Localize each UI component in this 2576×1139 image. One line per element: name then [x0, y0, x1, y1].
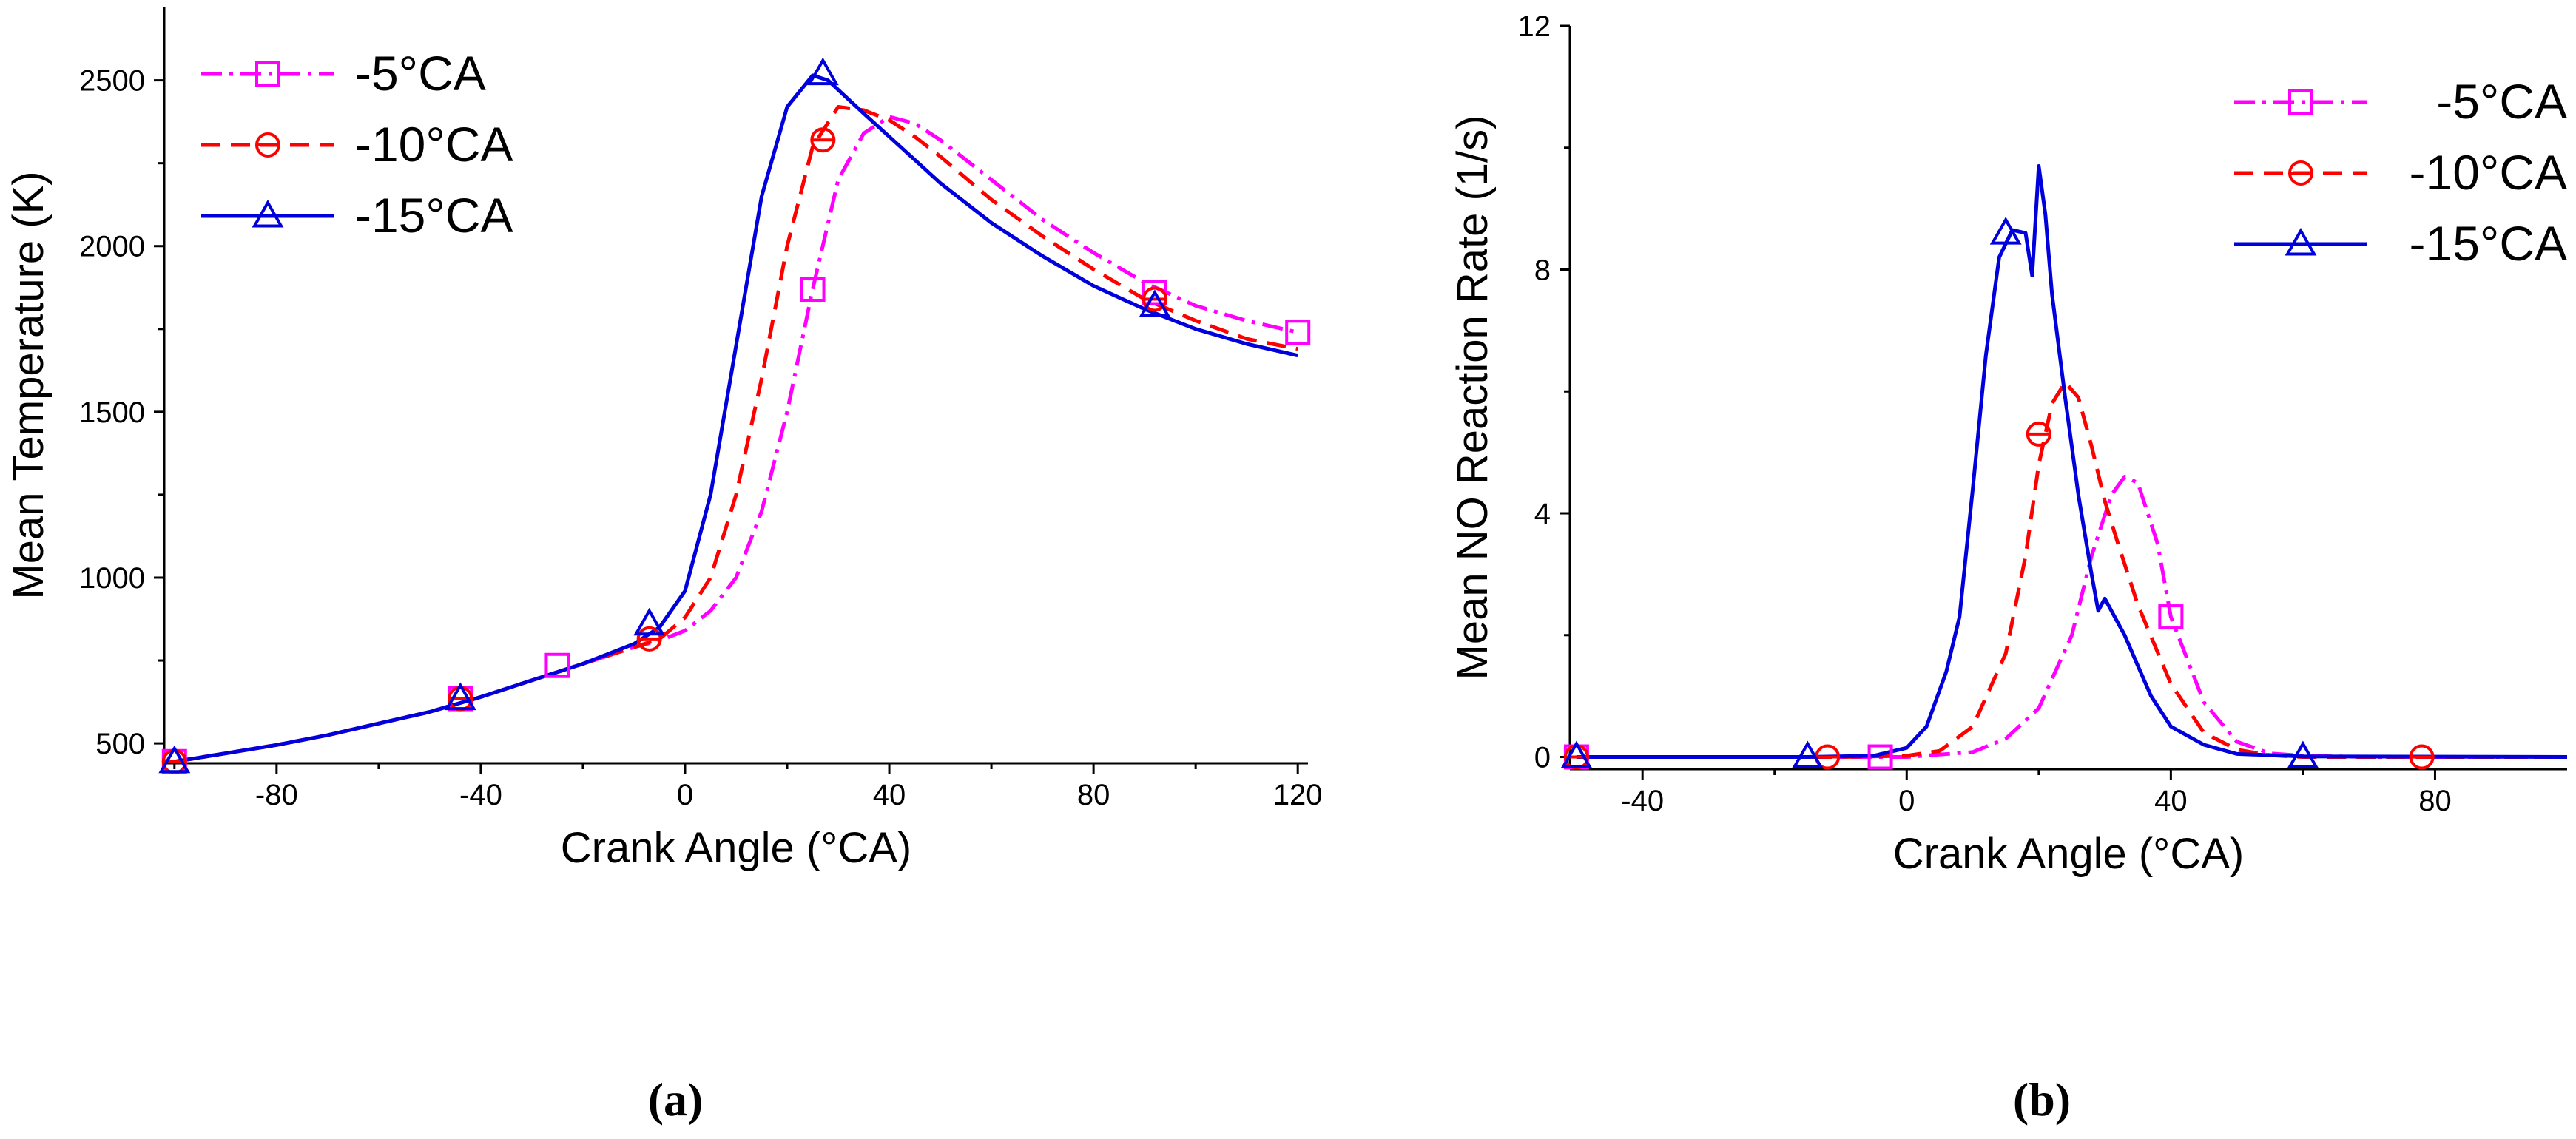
c0-series-2-marker-3: [806, 57, 839, 86]
c0-legend: -5°CA -10°CA -15°CA: [201, 46, 513, 243]
c0-x-axis-title: Crank Angle (°CA): [561, 824, 911, 872]
c0-xtick-label-2: 0: [677, 779, 693, 811]
c0-legend-marker-2: [252, 199, 284, 228]
c0-ytick-label-2: 1500: [79, 396, 145, 429]
c1-series-0-marker-2: [2158, 604, 2184, 630]
c0-series-0-marker-5: [1285, 320, 1311, 345]
c0-series-1-marker-2: [636, 626, 662, 652]
panel-label-a: (a): [647, 1073, 704, 1126]
c0-xtick-label-0: -80: [255, 779, 298, 811]
c0-legend-label-0: -5°CA: [355, 46, 486, 101]
c0-series-line-2: [174, 73, 1298, 763]
c0-plot-area: [174, 73, 1298, 763]
c1-legend: -5°CA -10°CA -15°CA: [2234, 74, 2567, 271]
c0-legend-marker-1: [255, 132, 280, 158]
c0-legend-label-2: -15°CA: [355, 188, 513, 243]
c0-xtick-label-4: 80: [1077, 779, 1110, 811]
c1-ytick-label-1: 4: [1534, 498, 1551, 530]
c1-series-line-0: [1576, 475, 2567, 759]
c1-legend-marker-2: [2285, 227, 2317, 256]
c1-legend-label-0: -5°CA: [2436, 74, 2567, 129]
c1-series-2-marker-3: [2287, 740, 2319, 769]
c1-legend-label-1: -10°CA: [2410, 145, 2567, 200]
c0-legend-label-1: -10°CA: [355, 117, 513, 172]
c1-xtick-label-3: 80: [2418, 785, 2452, 817]
c0-y-axis-title: Mean Temperature (K): [4, 171, 53, 599]
c1-xtick-label-1: 0: [1898, 785, 1915, 817]
c1-series-2-marker-2: [1989, 217, 2022, 245]
c1-xtick-label-2: 40: [2154, 785, 2188, 817]
c0-xtick-label-3: 40: [873, 779, 906, 811]
c1-series-2-marker-1: [1791, 740, 1824, 769]
c1-series-line-1: [1576, 380, 2567, 759]
c0-ytick-label-3: 2000: [79, 231, 145, 263]
c1-ytick-label-3: 12: [1518, 10, 1551, 43]
c1-legend-label-2: -15°CA: [2410, 216, 2567, 271]
c0-series-2-marker-2: [633, 607, 666, 636]
c1-series-line-2: [1576, 164, 2567, 759]
c1-legend-marker-0: [2288, 89, 2313, 115]
c0-xtick-label-1: -40: [459, 779, 502, 811]
c1-series-1-marker-3: [2409, 744, 2435, 770]
c0-series-1-marker-3: [810, 127, 836, 153]
chart-b-no-reaction-rate: -40 0 40 80 0 4 8 12 Crank Angle (°CA) Mean NO Re…: [1449, 10, 2567, 878]
c1-series-0-marker-1: [1867, 744, 1893, 770]
c0-series-line-0: [174, 115, 1298, 763]
c0-series-0-marker-4: [1142, 280, 1167, 305]
c0-series-1-marker-4: [1142, 286, 1167, 312]
c1-series-2-marker-0: [1560, 740, 1593, 769]
c1-xtick-label-0: -40: [1621, 785, 1664, 817]
c0-ytick-label-0: 500: [95, 728, 145, 760]
c1-ytick-label-2: 8: [1534, 254, 1551, 287]
c0-ytick-label-1: 1000: [79, 562, 145, 595]
c1-x-axis-title: Crank Angle (°CA): [1893, 830, 2244, 878]
c1-legend-marker-1: [2288, 160, 2313, 186]
c0-xtick-label-5: 120: [1273, 779, 1323, 811]
c0-series-2-marker-0: [158, 745, 191, 774]
c0-series-2-marker-1: [444, 682, 476, 711]
c0-series-0-marker-2: [544, 652, 570, 678]
c0-ytick-label-4: 2500: [79, 65, 145, 98]
c1-y-axis-title: Mean NO Reaction Rate (1/s): [1449, 115, 1497, 680]
c1-plot-area: [1576, 164, 2567, 759]
c0-series-2-marker-4: [1139, 289, 1171, 317]
c1-ytick-label-0: 0: [1534, 742, 1551, 774]
c1-series-1-marker-2: [2026, 421, 2051, 447]
c0-series-0-marker-3: [800, 277, 826, 303]
c0-series-line-1: [174, 105, 1298, 763]
c0-legend-marker-0: [255, 61, 280, 87]
panel-label-b: (b): [2012, 1073, 2071, 1126]
chart-a-temperature: -80 -40 0 40 80 120 500 1000 1500 2000 2500 Crank A…: [4, 7, 1323, 872]
